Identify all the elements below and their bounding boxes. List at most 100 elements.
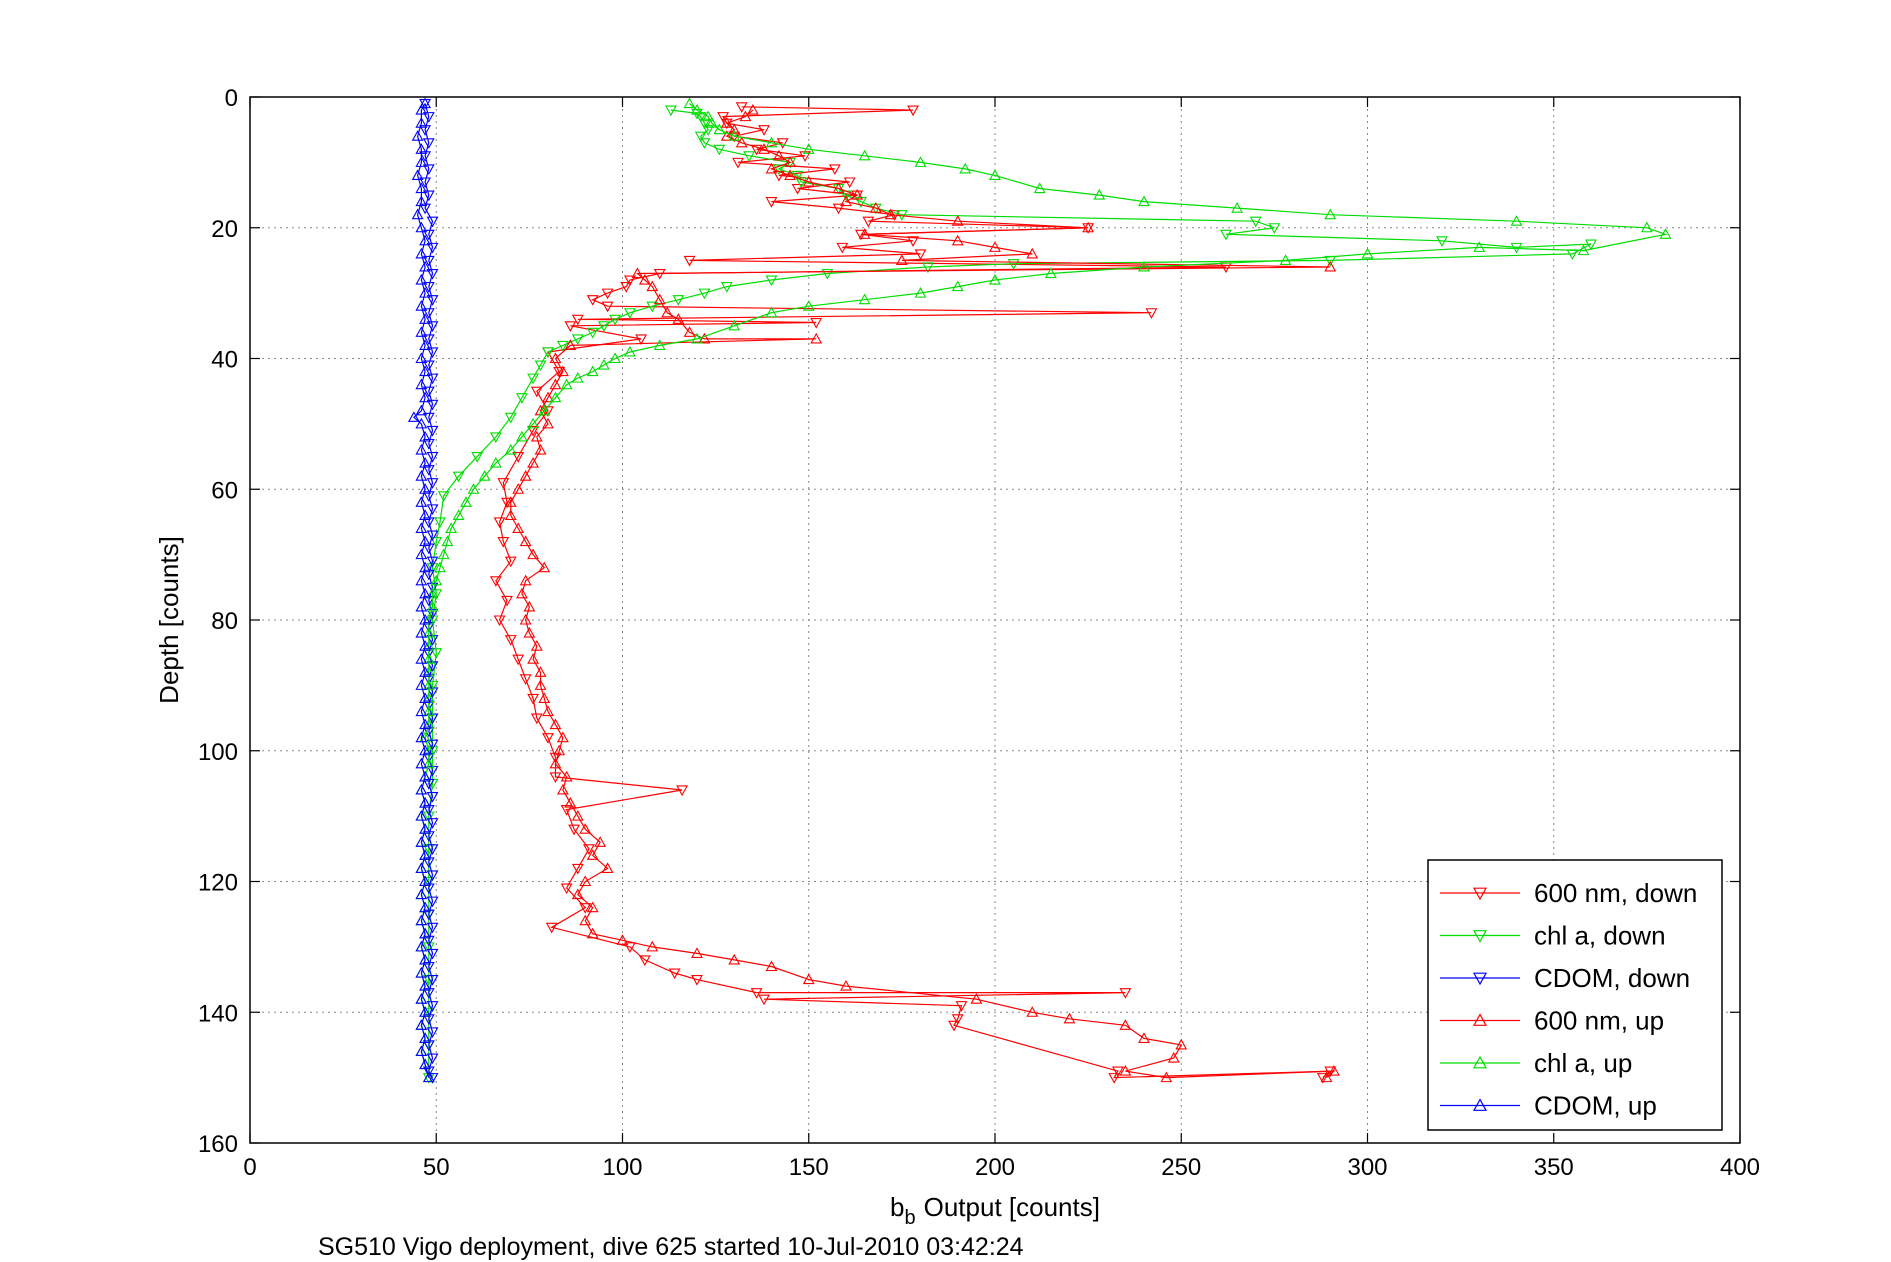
data-point [527,653,540,664]
data-point [419,339,432,350]
data-point [571,809,584,821]
x-axis-label-prefix: b [890,1192,904,1222]
data-point [854,229,867,241]
data-point [415,836,428,847]
data-point [683,255,696,267]
data-point [571,314,584,326]
legend-label: 600 nm, down [1534,878,1697,908]
data-point [802,175,815,187]
data-point [504,496,517,507]
data-point [489,456,502,468]
data-point [907,105,919,117]
data-point [415,626,428,638]
data-point [519,613,532,625]
data-point [426,242,439,254]
data-point [512,452,525,463]
legend-item: CDOM, up [1440,1091,1657,1121]
data-point [422,705,435,717]
data-point [437,548,450,560]
data-point [538,561,551,573]
data-point [586,295,599,306]
data-point [411,169,424,180]
data-point [542,391,554,403]
data-point [840,979,852,991]
data-point [542,417,554,429]
data-point [419,640,432,651]
data-point [415,117,428,128]
data-point [851,188,864,200]
data-point [430,574,443,586]
data-point [586,365,599,377]
data-point [426,680,439,692]
data-point [422,626,435,638]
data-point [858,293,871,305]
data-point [989,241,1001,252]
data-point [601,862,614,873]
data-point [832,182,845,194]
data-point [419,927,432,939]
data-point [549,718,562,730]
data-point [527,417,540,429]
data-point [758,994,770,1006]
data-point [1026,247,1039,259]
data-point [951,1014,964,1025]
data-point [415,679,428,690]
data-point [415,757,428,769]
data-point [702,110,715,122]
data-point [705,117,718,128]
data-point [661,306,674,318]
data-point [419,744,432,756]
data-point [530,713,543,725]
data-point [426,739,439,751]
data-point [415,914,428,926]
data-point [955,1001,968,1012]
data-point [1640,221,1653,233]
data-point [523,600,536,612]
data-point [560,883,573,895]
data-point [646,280,659,292]
data-point [504,412,517,424]
data-point [1320,1071,1333,1083]
data-point [791,183,804,195]
data-point [735,102,748,113]
data-point [422,334,435,346]
data-point [620,282,633,293]
data-point [426,556,439,568]
data-point [765,197,778,208]
data-point [549,757,562,769]
data-point [415,653,428,664]
data-point [1175,1038,1188,1050]
legend-item: CDOM, down [1440,963,1690,993]
y-tick-label: 140 [198,1000,238,1027]
series-line [495,106,1332,1079]
x-axis-label-text: Output [counts] [924,1192,1100,1222]
data-point [571,371,584,383]
data-point [426,1027,439,1038]
legend-item: chl a, up [1440,1048,1632,1078]
data-point [549,378,562,390]
series-line [510,109,1336,1079]
data-point [415,443,428,455]
data-point [694,131,707,143]
data-point [858,228,871,239]
data-point [1328,1064,1340,1076]
data-point [720,282,733,293]
data-point [843,177,856,189]
data-point [784,156,797,167]
data-point [1167,1051,1180,1063]
data-point [497,478,510,489]
data-point [426,948,439,960]
data-point [728,319,741,331]
data-point [895,254,908,265]
data-point [683,97,696,109]
data-point [452,471,465,483]
data-point [579,875,592,887]
data-point [556,731,569,743]
data-point [758,125,770,136]
data-point [571,334,584,346]
data-point [504,443,517,455]
data-point [720,117,733,128]
data-point [415,548,428,560]
y-tick-label: 100 [198,739,238,766]
data-point [646,940,659,952]
